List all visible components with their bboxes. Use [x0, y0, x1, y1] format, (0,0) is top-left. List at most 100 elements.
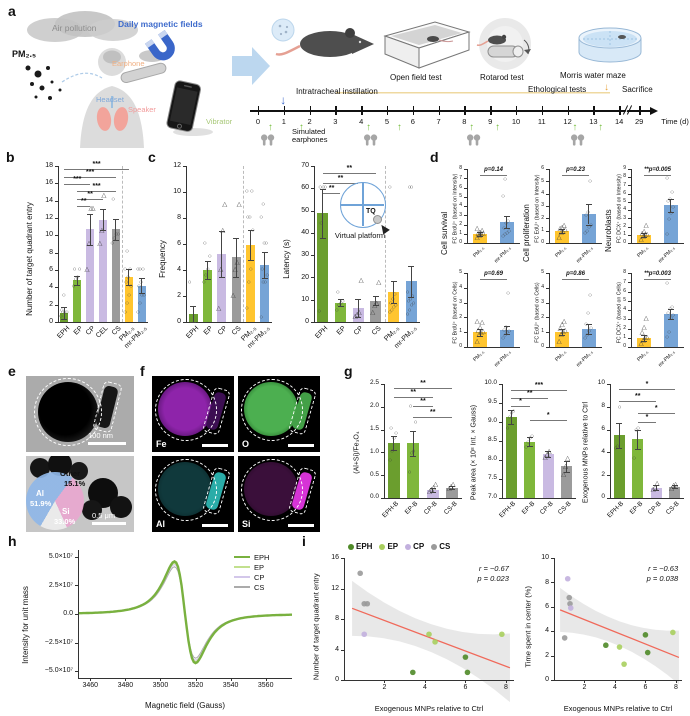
data-point: ○	[248, 265, 253, 273]
error-cap	[641, 232, 648, 234]
data-point: ○	[319, 219, 324, 227]
chart-correlation-quadrant: 0 4 8 12 16 Number of target quadrant entry 2 4…	[308, 538, 522, 716]
y-tick-label: 14	[45, 196, 53, 204]
simulated-earphones-label: Simulated earphones	[292, 127, 328, 145]
error-cap	[112, 239, 119, 241]
y-tick	[499, 460, 502, 461]
y-tick	[499, 479, 502, 480]
y-tick-label: 0	[335, 676, 339, 684]
y-tick	[311, 277, 314, 279]
data-point: ○	[389, 425, 394, 433]
y-tick	[183, 322, 186, 323]
y-tick	[381, 384, 384, 385]
data-point: △	[479, 319, 485, 327]
y-tick	[628, 201, 631, 203]
error-cap	[410, 455, 417, 457]
y-tick-label: 9.5	[487, 398, 497, 406]
sig-label: ***	[73, 176, 82, 184]
row-label-neuroblasts: Neuroblasts	[604, 209, 613, 252]
sig-bracket	[322, 182, 359, 184]
sig-label: *	[645, 413, 649, 421]
data-point: △	[479, 226, 485, 234]
legend-label: EP	[387, 542, 399, 551]
air-pollution-label: Air pollution	[52, 23, 97, 33]
y-tick-label: 5	[459, 269, 462, 276]
y-tick	[183, 244, 186, 245]
y-tick-label: 5	[541, 177, 544, 184]
data-point: △	[559, 224, 565, 231]
y-tick-label: 0	[545, 676, 549, 684]
sig-label: ***	[534, 381, 544, 389]
timeline-tick	[412, 106, 415, 115]
bar	[124, 276, 133, 322]
error-bar	[506, 325, 508, 335]
pie-other-label: Other	[60, 469, 81, 478]
error-cap	[390, 303, 397, 305]
timeline-day-label: 12	[563, 117, 572, 126]
data-point: △	[97, 239, 103, 247]
sig-bracket	[64, 177, 116, 179]
scatter-point-EPH	[464, 669, 471, 676]
error-cap	[563, 472, 570, 474]
timeline-tick	[335, 106, 337, 115]
data-point: ○	[506, 217, 511, 225]
x-axis	[554, 680, 682, 681]
y-tick-label: 1	[541, 328, 544, 335]
y-tick	[464, 224, 467, 226]
y-tick	[628, 226, 631, 228]
error-bar	[451, 485, 453, 490]
group-separator	[122, 166, 124, 322]
data-point: △	[477, 228, 483, 236]
legend: EPH EP CP CS	[348, 542, 450, 551]
y-tick	[464, 332, 467, 334]
scatter-point-EPH	[410, 669, 416, 676]
dashed-outline-circle	[34, 378, 102, 446]
error-bar	[479, 231, 481, 236]
x-tick-label: 3540	[222, 682, 239, 689]
error-bar	[637, 429, 639, 449]
error-cap	[503, 325, 510, 327]
bar	[637, 337, 652, 347]
y-tick-label: 12	[173, 162, 181, 170]
x-tick-label: CP	[216, 325, 229, 337]
y-tick-label: 0	[459, 239, 462, 246]
data-point: ○	[671, 204, 676, 212]
y-tick-label: 10	[541, 554, 549, 562]
sig-label: **	[80, 197, 87, 205]
legend-dot-CP	[405, 543, 412, 550]
data-point: ○	[506, 289, 511, 297]
sig-bracket	[322, 172, 376, 174]
y-tick	[183, 166, 186, 167]
pm-particles-icon	[25, 65, 62, 100]
timeline-tick	[516, 106, 518, 115]
y-tick	[341, 619, 344, 620]
data-point: △	[222, 200, 228, 208]
data-point: △	[477, 323, 483, 331]
x-tick-label: EP	[335, 325, 348, 337]
water-maze-label: Morris water maze	[560, 71, 626, 80]
x-axis-label: Magnetic field (Gauss)	[144, 701, 226, 710]
data-point: △	[352, 313, 358, 321]
data-point: △	[557, 325, 563, 333]
timeline-day-label: 8	[462, 117, 467, 126]
error-cap	[508, 410, 515, 412]
y-tick	[381, 429, 384, 431]
data-point: △	[358, 276, 364, 284]
error-bar	[192, 306, 194, 322]
y-axis-label: Latency (s)	[282, 239, 291, 279]
data-point: △	[220, 226, 226, 234]
y-tick	[499, 498, 502, 499]
error-cap	[653, 485, 660, 487]
timeline-day-label: 2	[307, 117, 312, 126]
data-point: △	[562, 226, 568, 234]
error-cap	[390, 280, 397, 282]
data-point: ○	[407, 306, 412, 314]
x-axis	[549, 243, 602, 244]
map-label-fe: Fe	[156, 439, 167, 449]
data-point: ○	[636, 424, 641, 432]
data-point: ○	[260, 265, 265, 273]
y-tick	[311, 255, 314, 257]
map-label-o: O	[242, 439, 250, 449]
data-point: △	[84, 265, 90, 273]
data-point: ○	[59, 307, 64, 315]
